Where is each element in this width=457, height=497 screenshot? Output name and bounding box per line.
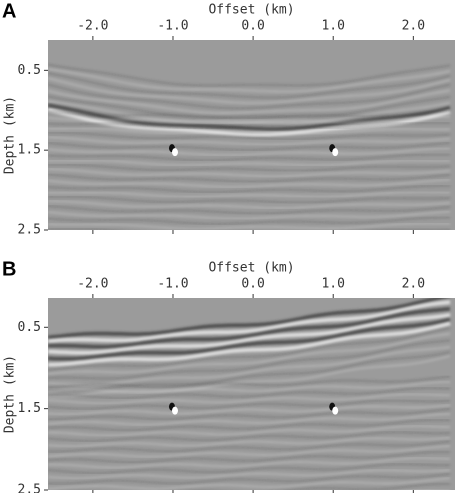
y-tick-label: 1.5	[18, 143, 41, 158]
x-tick-label: 0.0	[241, 19, 264, 34]
reflector	[48, 451, 451, 463]
seismic-image	[48, 298, 455, 490]
reflector	[48, 210, 451, 220]
x-tick-label: 2.0	[402, 277, 425, 292]
x-tick-label: 1.0	[321, 19, 344, 34]
x-tick-label: 0.0	[241, 277, 264, 292]
reflector	[48, 233, 450, 240]
panel-label: A	[2, 0, 16, 22]
reflector	[48, 387, 451, 399]
reflector	[48, 205, 451, 215]
reflector	[48, 419, 451, 431]
reflector	[48, 168, 451, 177]
reflector	[48, 103, 451, 131]
reflector	[48, 473, 451, 485]
reflector	[48, 404, 451, 415]
reflector	[48, 445, 451, 458]
reflector	[48, 375, 451, 388]
reflector	[48, 185, 450, 193]
y-tick-label: 2.5	[18, 483, 41, 494]
x-tick-label: -1.0	[157, 277, 188, 292]
reflector	[48, 191, 450, 198]
reflector	[48, 436, 451, 447]
reflector	[48, 127, 451, 135]
reflector	[48, 408, 451, 420]
y-tick-label: 1.5	[18, 401, 41, 416]
reflector	[48, 159, 451, 166]
reflector	[48, 339, 451, 380]
reflector	[48, 381, 451, 394]
reflector	[48, 346, 451, 386]
reflector	[48, 196, 451, 204]
reflector	[48, 321, 451, 367]
diffractor	[171, 406, 178, 415]
reflector	[48, 95, 451, 119]
reflector	[48, 298, 449, 340]
reflector	[48, 173, 451, 183]
reflector	[48, 469, 451, 479]
y-tick-label: 2.5	[18, 223, 41, 238]
reflector	[48, 393, 451, 405]
reflector	[48, 164, 451, 172]
seismic-image	[48, 40, 455, 240]
reflector	[48, 317, 451, 361]
reflector	[48, 68, 451, 93]
reflector	[48, 179, 451, 188]
reflector	[48, 222, 450, 230]
x-axis-label: Offset (km)	[208, 3, 294, 18]
reflector	[48, 72, 451, 99]
reflector	[48, 200, 451, 209]
reflector	[48, 333, 451, 375]
reflector	[48, 142, 451, 151]
panel-label: B	[2, 258, 16, 280]
x-axis-label: Offset (km)	[208, 261, 294, 276]
reflector	[48, 89, 451, 114]
reflector	[48, 63, 451, 87]
y-axis-label: Depth (km)	[3, 96, 18, 174]
diffractor	[332, 406, 339, 415]
y-axis-label: Depth (km)	[3, 355, 18, 433]
reflector	[48, 83, 451, 110]
y-tick-label: 0.5	[18, 63, 41, 78]
reflector	[48, 147, 451, 156]
reflector	[48, 413, 451, 426]
x-tick-label: 2.0	[402, 19, 425, 34]
x-tick-label: 1.0	[321, 277, 344, 292]
reflector	[48, 122, 451, 130]
reflector	[48, 110, 451, 119]
reflector	[48, 313, 451, 355]
diffractor	[171, 148, 178, 157]
reflector	[48, 327, 451, 371]
reflector	[48, 440, 451, 453]
reflector	[48, 132, 451, 140]
reflector	[48, 425, 451, 437]
x-tick-label: -2.0	[77, 19, 108, 34]
reflector	[48, 463, 451, 474]
reflector	[197, 483, 450, 490]
reflector	[48, 216, 451, 225]
reflector	[48, 153, 450, 161]
reflector	[48, 351, 451, 392]
reflector	[48, 136, 451, 146]
reflector	[48, 457, 451, 469]
x-tick-label: -1.0	[157, 19, 188, 34]
reflector	[48, 399, 451, 410]
reflector	[48, 115, 451, 124]
diffractor	[332, 148, 339, 157]
x-tick-label: -2.0	[77, 277, 108, 292]
reflector	[48, 300, 451, 344]
reflector	[48, 307, 451, 349]
reflector	[48, 477, 451, 490]
reflector	[48, 77, 451, 104]
reflector	[48, 431, 451, 442]
y-tick-label: 0.5	[18, 320, 41, 335]
